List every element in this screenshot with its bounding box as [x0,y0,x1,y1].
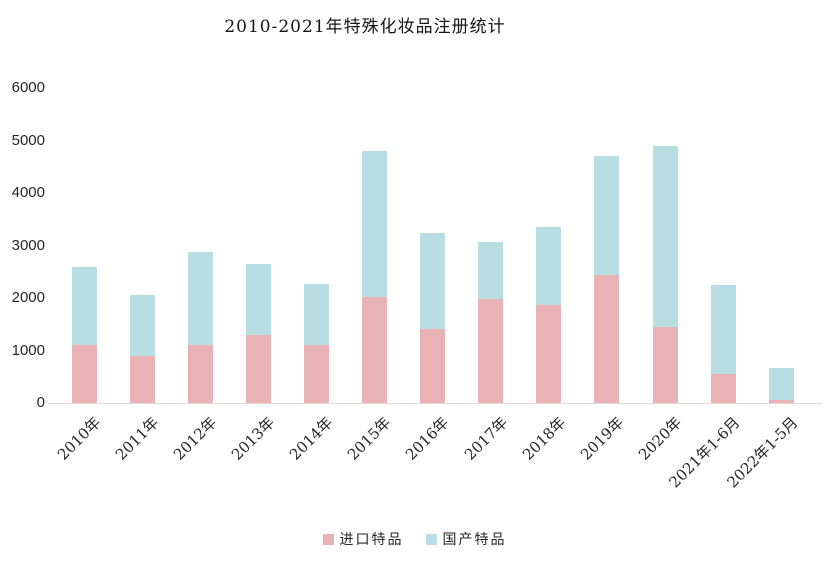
bar-segment-imported [129,355,155,403]
stacked-bar [652,145,678,403]
x-tick-label: 2010年 [53,413,105,464]
bar-segment-domestic [710,284,736,375]
bar-segment-domestic [536,226,562,305]
x-tick-label: 2020年 [634,413,686,464]
y-tick-label: 4000 [11,184,45,201]
legend-swatch-imported [322,533,334,545]
bar-segment-domestic [129,295,155,356]
stacked-bar [420,232,446,403]
legend-swatch-domestic [425,533,437,545]
legend-item-domestic: 国产特品 [425,529,507,549]
bar-segment-domestic [245,263,271,335]
y-tick-label: 0 [36,394,45,411]
x-tick-label: 2018年 [518,413,569,464]
bar-segment-imported [187,345,213,403]
stacked-bar [710,284,736,403]
stacked-bar [362,151,387,403]
y-tick-label: 5000 [11,131,45,149]
bar-segment-domestic [478,241,504,299]
bar-segment-imported [652,326,678,403]
bar-segment-imported [594,275,620,403]
y-tick-label: 3000 [11,236,45,254]
bar-segment-imported [536,304,562,403]
bar-segment-domestic [594,156,620,276]
stacked-bar [478,241,504,403]
bar-segment-imported [71,345,97,403]
y-tick-label: 1000 [11,341,45,359]
stacked-bar [187,251,213,403]
stacked-bar [71,266,97,403]
bar-segment-domestic [71,266,97,346]
bar-segment-domestic [362,151,387,298]
bar-segment-domestic [652,145,678,327]
x-tick-label: 2013年 [228,413,279,464]
bar-segment-imported [362,297,387,403]
stacked-bar [303,283,329,403]
x-tick-label: 2017年 [460,413,511,464]
bar-segment-imported [420,328,446,403]
bar-segment-imported [768,399,794,403]
x-tick-label: 2015年 [344,413,395,464]
x-tick-label: 2012年 [170,413,221,464]
x-tick-label: 2016年 [402,413,453,464]
y-tick-label: 6000 [11,79,45,96]
bar-segment-domestic [768,367,794,400]
stacked-bar [594,156,620,403]
legend-label-domestic: 国产特品 [442,532,507,548]
legend-item-imported: 进口特品 [322,529,404,549]
y-tick-label: 2000 [11,289,45,306]
legend-label-imported: 进口特品 [339,532,404,548]
stacked-bar [245,263,271,403]
bar-segment-imported [478,298,504,403]
chart-title: 2010-2021年特殊化妆品注册统计 [224,17,506,37]
bar-segment-imported [303,345,329,403]
x-tick-label: 2019年 [576,413,628,464]
x-tick-label: 2014年 [286,413,337,464]
bar-segment-imported [245,334,271,403]
legend: 进口特品 国产特品 [0,529,829,549]
stacked-bar [536,226,562,403]
bar-segment-imported [710,374,736,403]
stacked-bar [129,295,155,403]
stacked-bar [768,367,794,403]
plot-area [48,88,822,404]
bar-segment-domestic [303,283,329,346]
bar-segment-domestic [420,232,446,329]
bar-segment-domestic [187,251,213,346]
x-tick-label: 2011年 [111,413,163,464]
